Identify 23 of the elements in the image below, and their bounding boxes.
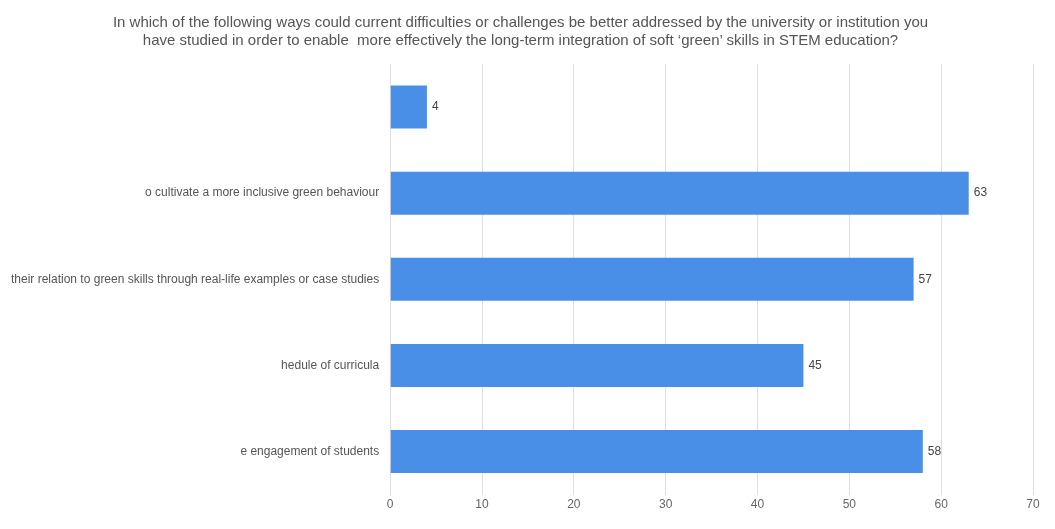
chart-title: In which of the following ways could current difficulties or challenges be better addressed by the university or institution you have studied in order to enable more effectively the long-term integration of soft ‘green’ skills in STEM education? (112, 13, 929, 49)
y-tick-label: hedule of curricula (281, 357, 380, 372)
data-label: 63 (973, 185, 988, 200)
x-tick-label: 30 (658, 497, 673, 512)
bar (390, 343, 804, 387)
x-tick-label: 60 (934, 497, 949, 512)
y-tick-label: their relation to green skills through real-life examples or case studies (10, 271, 380, 286)
x-tick-label: 20 (567, 497, 581, 512)
y-tick-label: e engagement of students (240, 443, 380, 458)
x-tick-label: 10 (475, 497, 490, 512)
data-label: 45 (808, 357, 823, 372)
bar (390, 85, 427, 129)
y-tick-label: o cultivate a more inclusive green behaviour (145, 185, 380, 200)
x-tick-label: 40 (750, 497, 765, 512)
x-tick-label: 0 (386, 497, 394, 512)
data-label: 4 (431, 99, 439, 114)
bar (390, 430, 923, 474)
data-label: 58 (927, 443, 942, 458)
bar (390, 257, 914, 301)
bar (390, 171, 969, 215)
x-tick-label: 70 (1026, 497, 1040, 512)
data-label: 57 (918, 271, 933, 286)
x-tick-label: 50 (842, 497, 857, 512)
